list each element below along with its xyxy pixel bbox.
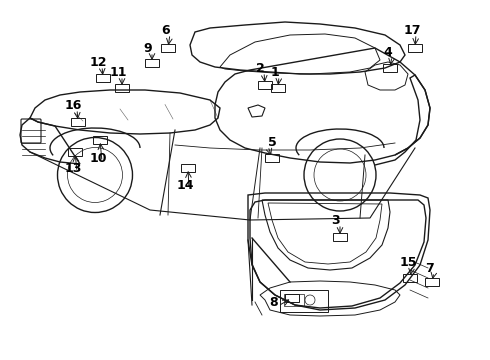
Text: 4: 4 [384, 45, 392, 59]
Bar [280, 290, 328, 312]
Text: 14: 14 [176, 179, 194, 192]
Text: 12: 12 [89, 55, 107, 68]
Text: 5: 5 [268, 135, 276, 149]
Text: 11: 11 [109, 66, 127, 78]
Text: 8: 8 [270, 296, 278, 309]
Bar [383, 64, 397, 72]
Text: 6: 6 [162, 23, 171, 36]
Text: 16: 16 [64, 99, 82, 112]
Text: 15: 15 [399, 256, 417, 269]
Bar [68, 148, 82, 156]
Text: 2: 2 [256, 62, 265, 75]
Bar [425, 278, 439, 286]
Bar [115, 84, 129, 92]
Bar [403, 274, 417, 282]
Bar [161, 44, 175, 52]
Text: 9: 9 [144, 41, 152, 54]
Bar [145, 59, 159, 67]
Text: 10: 10 [89, 152, 107, 165]
Bar [258, 81, 272, 89]
Bar [285, 294, 299, 302]
Bar [181, 164, 195, 172]
Text: 13: 13 [64, 162, 82, 175]
Bar [71, 118, 85, 126]
Text: 3: 3 [332, 213, 341, 226]
Bar [265, 154, 279, 162]
Text: 7: 7 [426, 261, 434, 274]
Text: 17: 17 [403, 23, 421, 36]
Bar [93, 136, 107, 144]
Bar [271, 84, 285, 92]
Bar [333, 233, 347, 241]
Bar [408, 44, 422, 52]
Text: 1: 1 [270, 66, 279, 78]
Bar [284, 294, 304, 306]
Bar [96, 74, 110, 82]
